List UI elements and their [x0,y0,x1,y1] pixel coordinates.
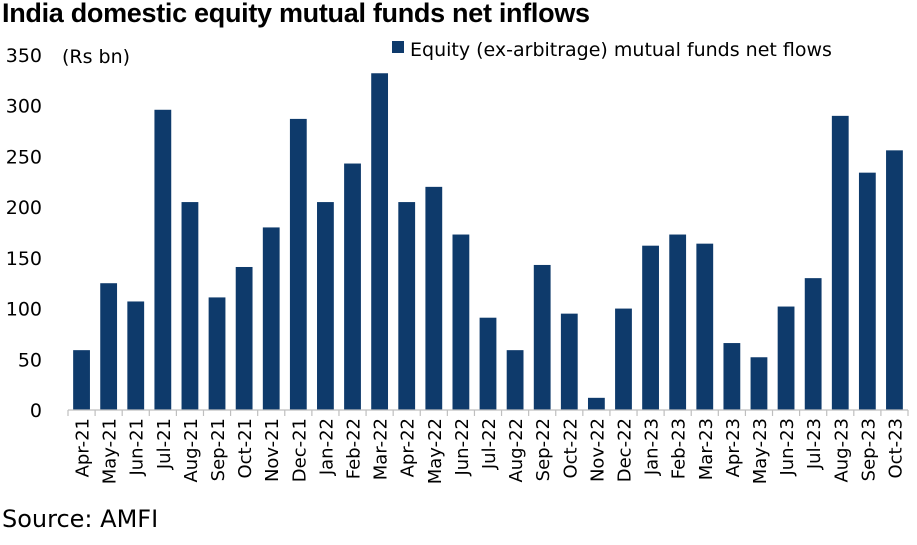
bar [398,202,416,410]
bar [750,357,768,410]
bar [506,350,524,410]
x-tick-label: Apr-22 [398,418,419,477]
x-tick-label: Nov-22 [587,418,608,482]
x-tick-label: Oct-21 [235,418,256,479]
y-tick-label: 0 [30,400,42,422]
bar [858,172,876,410]
bar [560,313,578,410]
bar [100,283,118,410]
bar [289,118,307,411]
y-tick-label: 250 [6,146,42,168]
x-tick-label: Jan-23 [642,418,663,476]
x-tick-label: Nov-21 [262,418,283,482]
bar [642,245,659,410]
x-tick-label: Jan-22 [316,418,337,476]
y-tick-label: 350 [6,45,42,67]
bar [344,163,361,410]
y-tick-label: 200 [6,197,42,219]
x-tick-label: May-23 [750,418,771,484]
x-tick-label: Oct-22 [560,418,581,479]
x-tick-label: Jun-23 [777,418,798,477]
bar [777,306,795,410]
x-tick-label: Jul-23 [804,418,825,470]
bar [181,202,199,410]
legend-label: Equity (ex-arbitrage) mutual funds net f… [410,39,832,61]
x-tick-label: Feb-22 [344,418,365,479]
x-tick-label: Feb-23 [669,418,690,479]
bar [831,115,849,410]
x-tick-label: Oct-23 [885,418,906,479]
bar [73,350,90,410]
bar [723,343,741,410]
y-tick-label: 50 [18,349,42,371]
bar [479,317,497,410]
x-tick-label: Dec-21 [289,418,310,482]
x-tick-label: Jul-21 [154,418,175,470]
bar [154,109,172,411]
bar [804,278,822,410]
x-tick-label: Mar-23 [696,418,717,480]
bar [533,264,551,410]
x-tick-label: Aug-23 [831,418,852,483]
bar [452,234,470,410]
legend-swatch [392,41,404,53]
bar [317,202,334,410]
bar [425,186,443,410]
x-tick-label: May-21 [100,418,121,484]
x-tick-label: Jun-21 [127,418,148,477]
x-tick-label: Sep-22 [533,418,554,481]
bar [696,243,714,410]
bar [615,308,632,410]
x-tick-label: May-22 [425,418,446,484]
x-tick-label: Mar-22 [371,418,392,480]
bar [587,397,605,410]
bar [127,301,145,410]
x-tick-label: Jun-22 [452,418,473,477]
x-tick-label: Aug-22 [506,418,527,483]
y-tick-label: 300 [6,96,42,118]
x-tick-label: Sep-21 [208,418,229,481]
y-tick-label: 150 [6,248,42,270]
bar [235,266,253,410]
x-tick-label: Jul-22 [479,418,500,470]
bar [669,234,687,410]
chart-title: India domestic equity mutual funds net i… [2,0,590,28]
x-tick-label: Apr-23 [723,418,744,477]
x-tick-label: Sep-23 [858,418,879,481]
x-tick-label: Aug-21 [181,418,202,483]
y-tick-label: 100 [6,299,42,321]
bar [371,73,389,410]
bar [262,227,280,410]
bar [208,297,226,410]
bar [886,150,903,411]
x-tick-label: Dec-22 [614,418,635,482]
x-tick-label: Apr-21 [73,418,94,477]
source-note: Source: AMFI [2,505,159,533]
y-unit-label: (Rs bn) [62,46,130,68]
